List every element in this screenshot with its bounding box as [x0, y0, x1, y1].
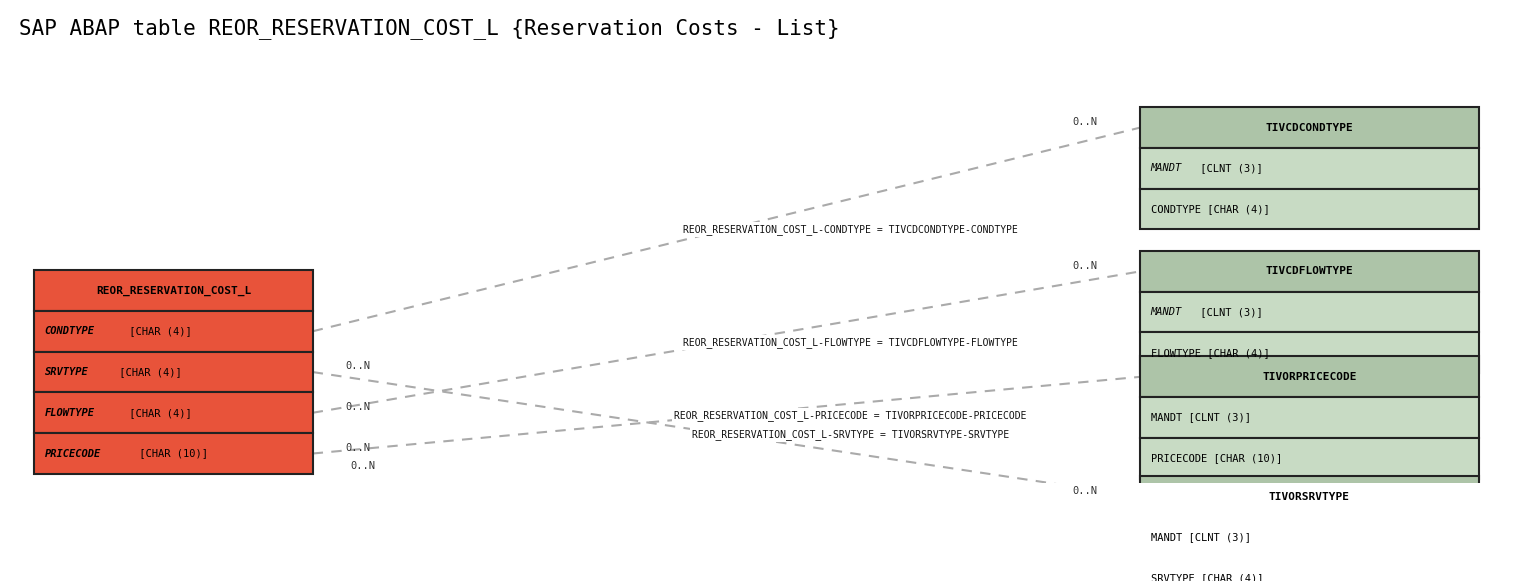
Text: REOR_RESERVATION_COST_L-CONDTYPE = TIVCDCONDTYPE-CONDTYPE: REOR_RESERVATION_COST_L-CONDTYPE = TIVCD… — [682, 224, 1018, 235]
Text: [CHAR (10)]: [CHAR (10)] — [133, 449, 207, 458]
Text: TIVORSRVTYPE: TIVORSRVTYPE — [1269, 492, 1350, 501]
FancyBboxPatch shape — [35, 311, 313, 352]
Text: [CHAR (4)]: [CHAR (4)] — [123, 408, 192, 418]
Text: MANDT [CLNT (3)]: MANDT [CLNT (3)] — [1151, 413, 1251, 422]
Text: PRICECODE: PRICECODE — [45, 449, 101, 458]
Text: CONDTYPE: CONDTYPE — [45, 327, 95, 336]
Text: FLOWTYPE: FLOWTYPE — [45, 408, 95, 418]
Text: [CHAR (4)]: [CHAR (4)] — [113, 367, 182, 377]
Text: 0..N: 0..N — [1073, 486, 1097, 496]
FancyBboxPatch shape — [1141, 292, 1478, 332]
Text: REOR_RESERVATION_COST_L-SRVTYPE = TIVORSRVTYPE-SRVTYPE: REOR_RESERVATION_COST_L-SRVTYPE = TIVORS… — [691, 429, 1009, 440]
Text: REOR_RESERVATION_COST_L-FLOWTYPE = TIVCDFLOWTYPE-FLOWTYPE: REOR_RESERVATION_COST_L-FLOWTYPE = TIVCD… — [682, 336, 1018, 347]
Text: REOR_RESERVATION_COST_L-PRICECODE = TIVORPRICECODE-PRICECODE: REOR_RESERVATION_COST_L-PRICECODE = TIVO… — [675, 410, 1027, 421]
Text: 0..N: 0..N — [1073, 117, 1097, 127]
FancyBboxPatch shape — [35, 270, 313, 311]
FancyBboxPatch shape — [1141, 148, 1478, 189]
Text: [CLNT (3)]: [CLNT (3)] — [1194, 307, 1263, 317]
Text: CONDTYPE [CHAR (4)]: CONDTYPE [CHAR (4)] — [1151, 204, 1269, 214]
FancyBboxPatch shape — [35, 392, 313, 433]
Text: TIVCDFLOWTYPE: TIVCDFLOWTYPE — [1265, 266, 1353, 277]
FancyBboxPatch shape — [1141, 357, 1478, 397]
FancyBboxPatch shape — [1141, 438, 1478, 479]
Text: TIVORPRICECODE: TIVORPRICECODE — [1262, 372, 1357, 382]
FancyBboxPatch shape — [35, 433, 313, 474]
FancyBboxPatch shape — [1141, 476, 1478, 517]
FancyBboxPatch shape — [1141, 107, 1478, 148]
Text: PRICECODE [CHAR (10)]: PRICECODE [CHAR (10)] — [1151, 453, 1282, 463]
Text: [CHAR (4)]: [CHAR (4)] — [123, 327, 192, 336]
FancyBboxPatch shape — [1141, 189, 1478, 229]
Text: MANDT: MANDT — [1151, 307, 1182, 317]
Text: 0..N: 0..N — [346, 402, 371, 412]
Text: SAP ABAP table REOR_RESERVATION_COST_L {Reservation Costs - List}: SAP ABAP table REOR_RESERVATION_COST_L {… — [20, 19, 840, 40]
FancyBboxPatch shape — [1141, 558, 1478, 581]
Text: FLOWTYPE [CHAR (4)]: FLOWTYPE [CHAR (4)] — [1151, 348, 1269, 358]
FancyBboxPatch shape — [35, 352, 313, 392]
Text: TIVCDCONDTYPE: TIVCDCONDTYPE — [1265, 123, 1353, 132]
Text: MANDT: MANDT — [1151, 163, 1182, 173]
Text: SRVTYPE: SRVTYPE — [45, 367, 89, 377]
Text: 0..N: 0..N — [346, 443, 371, 453]
FancyBboxPatch shape — [1141, 517, 1478, 558]
FancyBboxPatch shape — [1141, 251, 1478, 292]
Text: 0..N: 0..N — [1073, 261, 1097, 271]
Text: MANDT [CLNT (3)]: MANDT [CLNT (3)] — [1151, 532, 1251, 543]
FancyBboxPatch shape — [1141, 397, 1478, 438]
Text: REOR_RESERVATION_COST_L: REOR_RESERVATION_COST_L — [95, 285, 251, 296]
FancyBboxPatch shape — [1141, 332, 1478, 373]
Text: 0..N: 0..N — [350, 461, 375, 471]
Text: SRVTYPE [CHAR (4)]: SRVTYPE [CHAR (4)] — [1151, 573, 1263, 581]
Text: [CLNT (3)]: [CLNT (3)] — [1194, 163, 1263, 173]
Text: 0..N: 0..N — [346, 361, 371, 371]
